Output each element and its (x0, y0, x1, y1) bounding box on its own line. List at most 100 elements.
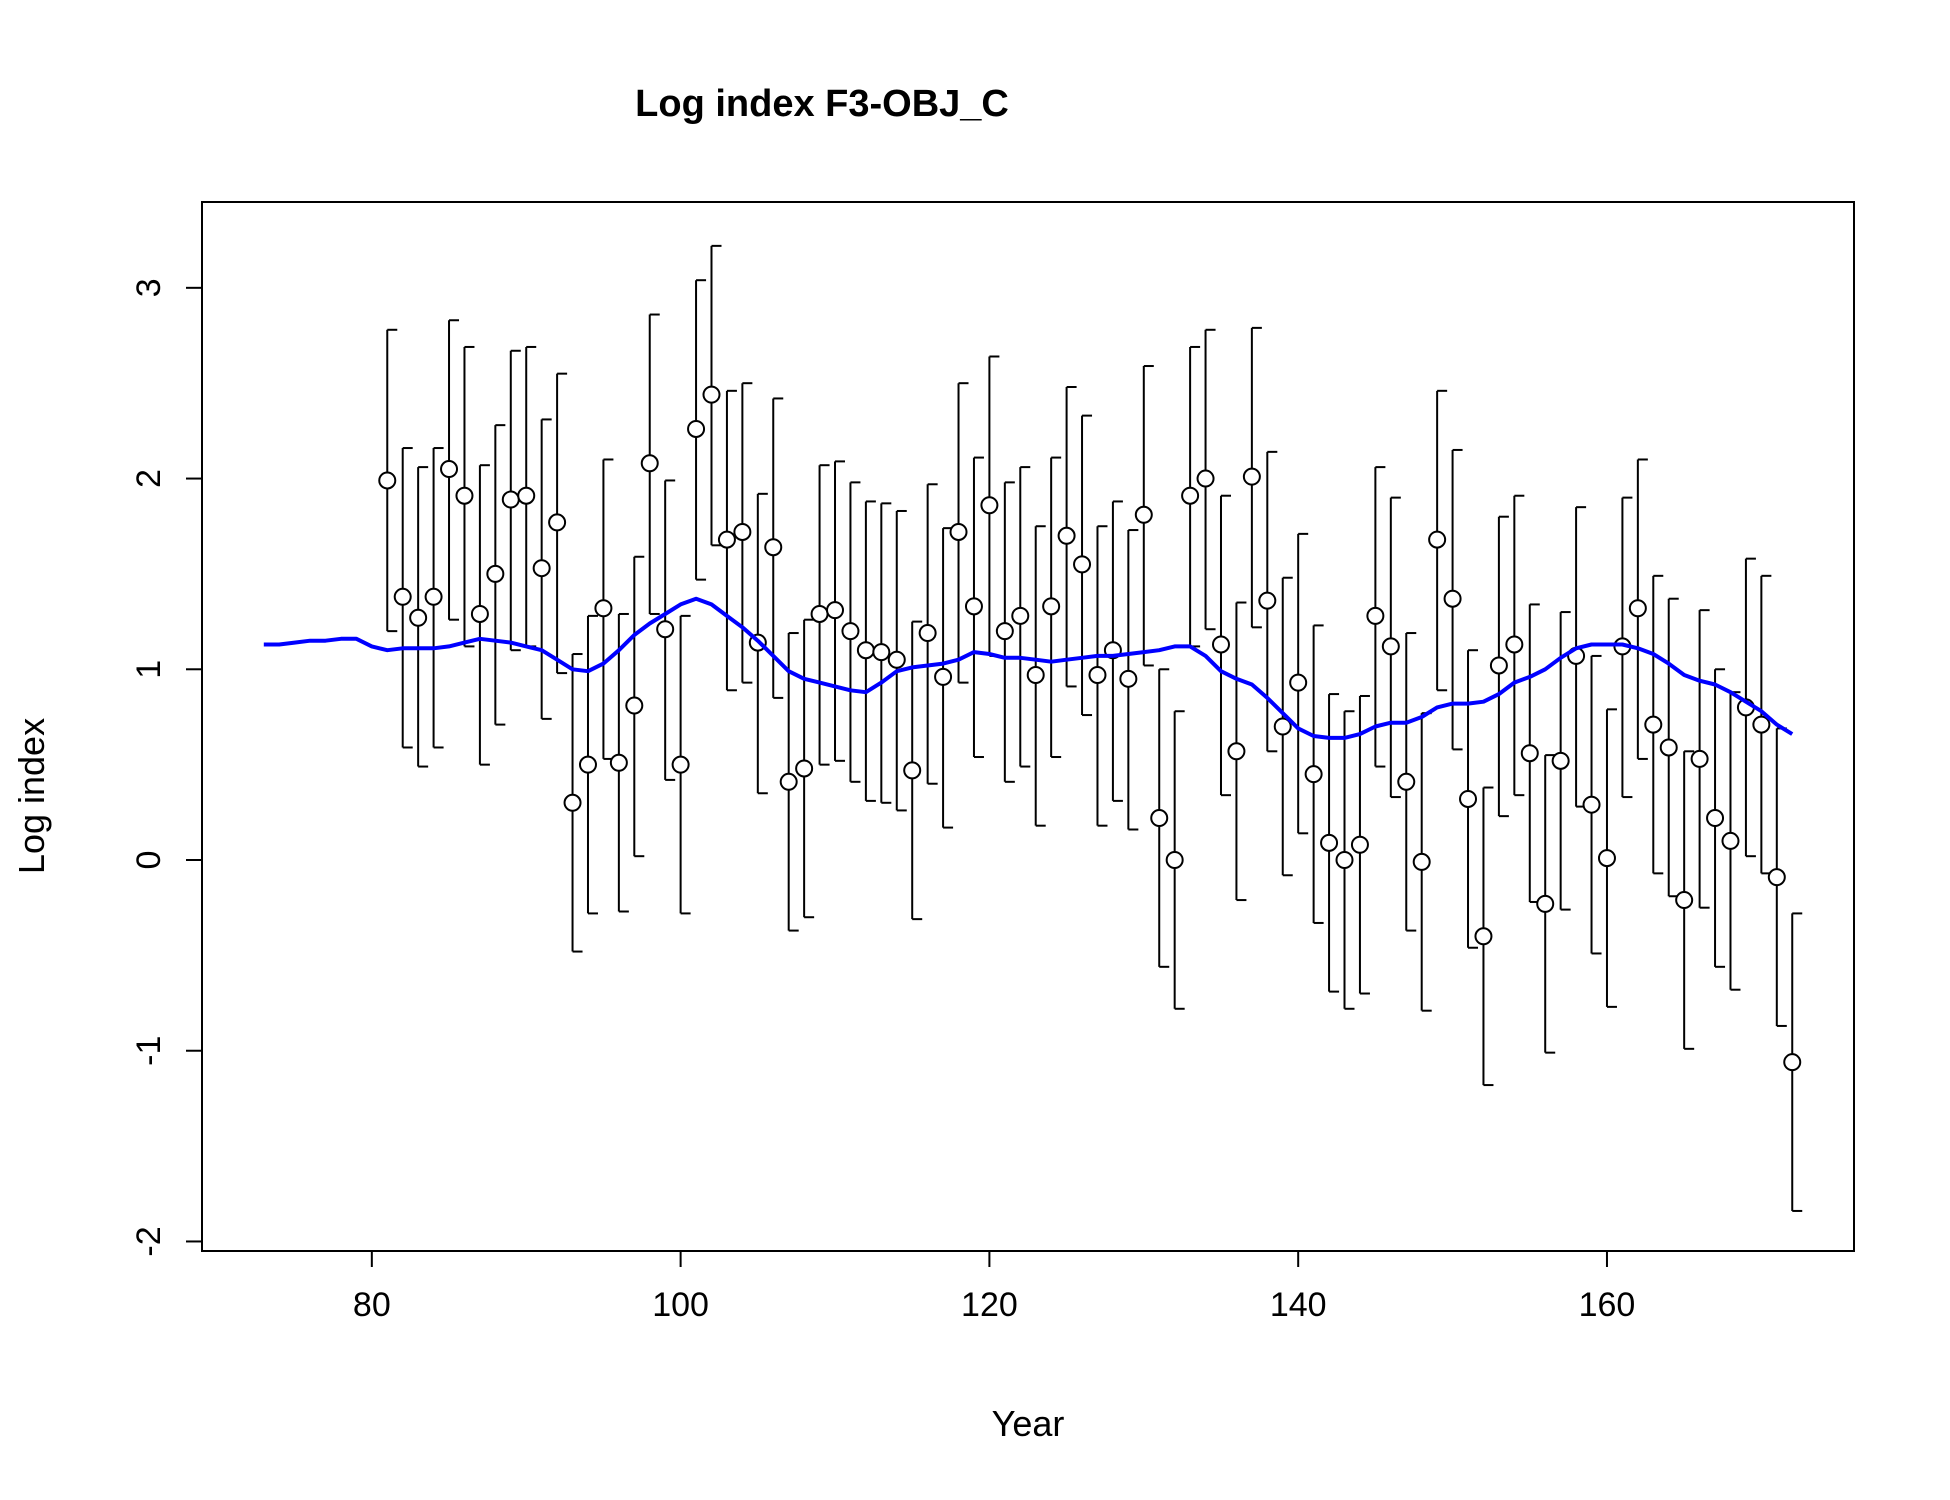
data-point-94 (578, 755, 597, 774)
data-point-116 (918, 624, 937, 643)
x-tick-label-80: 80 (353, 1286, 391, 1324)
data-point-124 (1042, 597, 1061, 616)
data-point-145 (1366, 606, 1385, 625)
data-point-93 (563, 793, 582, 812)
data-point-102 (702, 385, 721, 404)
data-point-122 (1011, 606, 1030, 625)
data-point-85 (440, 460, 459, 479)
data-point-127 (1088, 666, 1107, 685)
data-point-130 (1134, 505, 1153, 524)
data-point-87 (470, 604, 489, 623)
data-point-139 (1273, 717, 1292, 736)
data-point-118 (949, 522, 968, 541)
y-tick-label--1: -1 (130, 1036, 168, 1066)
data-point-151 (1459, 789, 1478, 808)
data-point-166 (1690, 749, 1709, 768)
data-point-107 (779, 772, 798, 791)
data-point-167 (1706, 809, 1725, 828)
y-axis-label: Log index (11, 718, 52, 874)
y-tick-label-0: 0 (130, 851, 168, 870)
data-point-148 (1412, 852, 1431, 871)
data-point-171 (1767, 868, 1786, 887)
data-point-121 (995, 622, 1014, 641)
data-point-150 (1443, 589, 1462, 608)
data-point-88 (486, 564, 505, 583)
error-bars (386, 244, 1803, 1212)
y-tick-label-2: 2 (130, 469, 168, 488)
data-point-101 (687, 419, 706, 438)
data-point-160 (1597, 849, 1616, 868)
data-point-133 (1181, 486, 1200, 505)
data-point-95 (594, 599, 613, 618)
x-axis-label: Year (992, 1403, 1065, 1444)
data-point-157 (1551, 751, 1570, 770)
data-point-89 (501, 490, 520, 509)
data-point-149 (1428, 530, 1447, 549)
data-point-109 (810, 604, 829, 623)
data-point-137 (1242, 467, 1261, 486)
data-point-144 (1350, 835, 1369, 854)
data-point-114 (887, 650, 906, 669)
data-point-104 (733, 522, 752, 541)
data-point-138 (1258, 591, 1277, 610)
data-point-100 (671, 755, 690, 774)
data-point-92 (548, 513, 567, 532)
data-point-115 (903, 761, 922, 780)
data-point-96 (609, 753, 628, 772)
data-point-131 (1150, 809, 1169, 828)
data-point-90 (517, 486, 536, 505)
data-point-112 (856, 641, 875, 660)
data-point-120 (980, 496, 999, 515)
y-tick-label-1: 1 (130, 660, 168, 679)
data-point-132 (1165, 851, 1184, 870)
data-point-83 (409, 608, 428, 627)
x-tick-label-140: 140 (1270, 1286, 1327, 1324)
data-point-106 (764, 538, 783, 557)
data-point-154 (1505, 635, 1524, 654)
data-point-82 (393, 587, 412, 606)
data-point-136 (1227, 742, 1246, 761)
x-tick-label-120: 120 (961, 1286, 1018, 1324)
fit-line (263, 596, 1794, 740)
data-point-152 (1474, 927, 1493, 946)
data-point-111 (841, 622, 860, 641)
data-point-110 (826, 601, 845, 620)
data-point-125 (1057, 526, 1076, 545)
data-point-140 (1289, 673, 1308, 692)
fit-line-group (263, 596, 1794, 740)
data-point-108 (795, 759, 814, 778)
data-point-119 (964, 597, 983, 616)
data-point-91 (532, 559, 551, 578)
chart-title: Log index F3-OBJ_C (635, 83, 1009, 125)
data-point-97 (625, 696, 644, 715)
data-point-168 (1721, 831, 1740, 850)
data-point-142 (1320, 833, 1339, 852)
y-tick-label-3: 3 (130, 278, 168, 297)
data-point-163 (1644, 715, 1663, 734)
data-point-135 (1211, 635, 1230, 654)
data-point-156 (1536, 894, 1555, 913)
data-point-113 (872, 643, 891, 662)
data-point-172 (1783, 1053, 1802, 1072)
data-point-98 (640, 454, 659, 473)
data-point-164 (1659, 738, 1678, 757)
x-axis: 80 100 120 140 160 (353, 1250, 1636, 1324)
x-tick-label-100: 100 (652, 1286, 709, 1324)
y-axis: -2 -1 0 1 2 3 (130, 278, 203, 1257)
data-point-84 (424, 587, 443, 606)
data-point-143 (1335, 851, 1354, 870)
data-point-134 (1196, 469, 1215, 488)
data-point-99 (656, 620, 675, 639)
data-point-129 (1119, 669, 1138, 688)
x-tick-label-160: 160 (1579, 1286, 1636, 1324)
data-point-117 (934, 667, 953, 686)
data-point-126 (1073, 555, 1092, 574)
data-point-162 (1628, 599, 1647, 618)
data-point-141 (1304, 765, 1323, 784)
data-point-159 (1582, 795, 1601, 814)
data-point-147 (1397, 772, 1416, 791)
data-point-170 (1752, 715, 1771, 734)
data-point-165 (1675, 891, 1694, 910)
data-point-123 (1026, 666, 1045, 685)
